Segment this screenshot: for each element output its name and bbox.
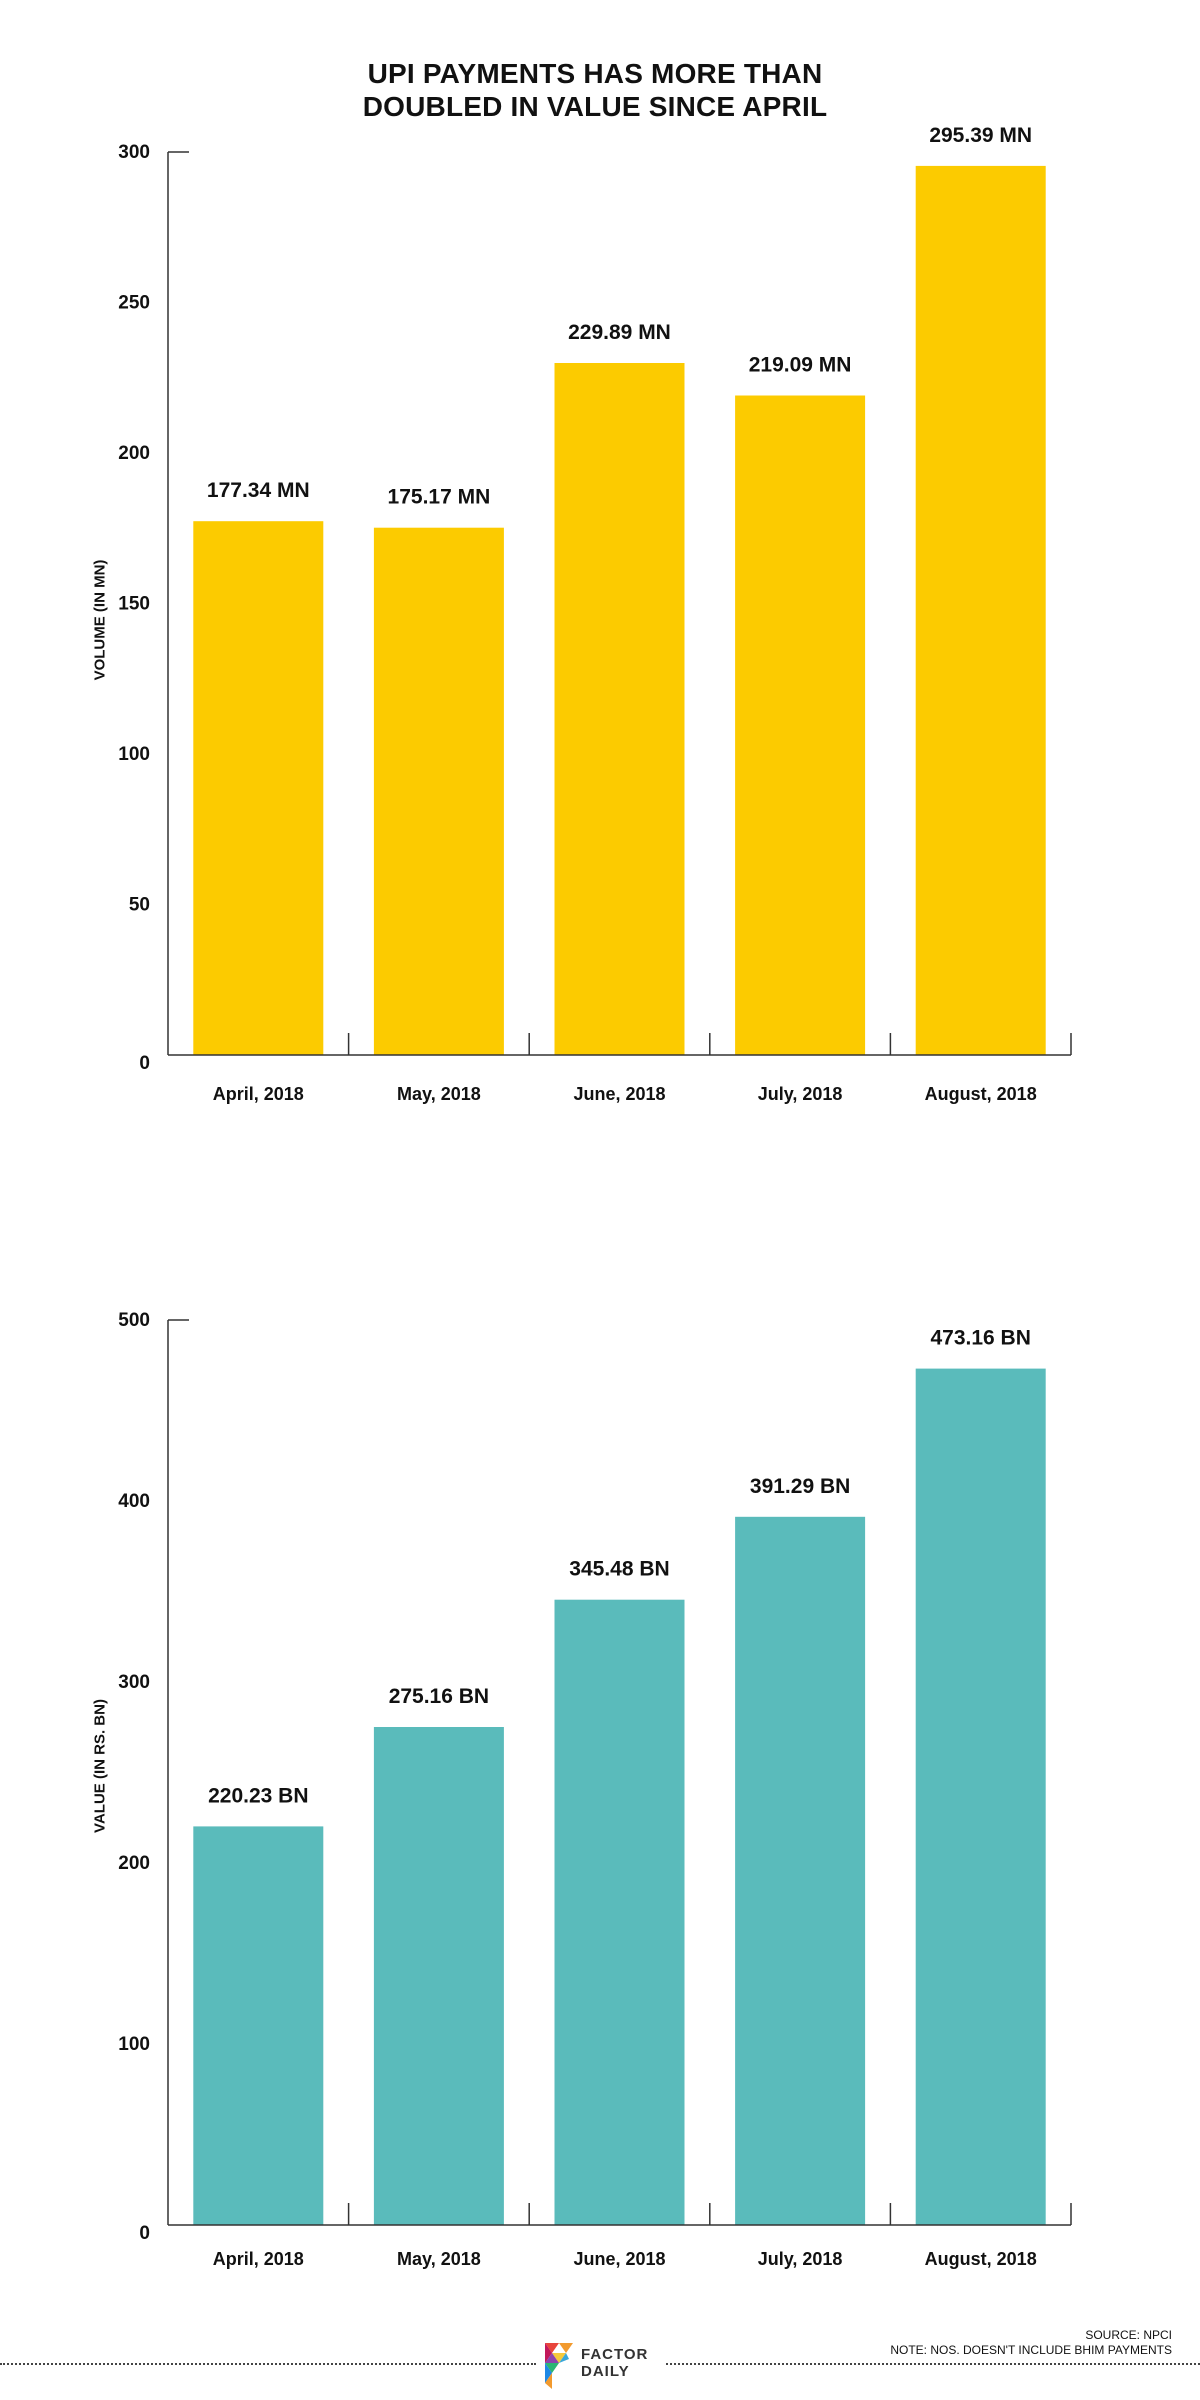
footer: FACTOR DAILY SOURCE: NPCI NOTE: NOS. DOE…	[0, 2320, 1200, 2400]
value-chart-svg: 220.23 BN April, 2018 275.16 BN May, 2018 34…	[118, 1310, 1072, 2269]
x-tick-label: July, 2018	[758, 1084, 843, 1104]
y-tick-label: 50	[129, 895, 150, 916]
y-tick-label: 300	[118, 142, 150, 163]
bar	[193, 521, 324, 1055]
logo-mark-icon	[545, 2343, 573, 2389]
data-label: 295.39 MN	[929, 124, 1032, 147]
footer-divider-left	[0, 2363, 536, 2365]
y-tick-label: 100	[118, 744, 150, 765]
bar	[915, 165, 1046, 1055]
x-tick-label: May, 2018	[397, 2249, 481, 2269]
source-text: SOURCE: NPCI	[1085, 2328, 1172, 2342]
data-label: 229.89 MN	[568, 321, 671, 344]
x-tick-label: August, 2018	[925, 1084, 1037, 1104]
y-tick-label: 250	[118, 293, 150, 314]
x-tick-label: April, 2018	[213, 1084, 304, 1104]
bar	[735, 395, 866, 1055]
y-tick-label: 0	[139, 1053, 150, 1074]
bar	[915, 1368, 1046, 2225]
x-tick-label: May, 2018	[397, 1084, 481, 1104]
y-tick-label: 200	[118, 1853, 150, 1874]
data-label: 473.16 BN	[930, 1327, 1030, 1350]
x-tick-label: August, 2018	[925, 2249, 1037, 2269]
x-tick-label: June, 2018	[573, 1084, 665, 1104]
y-tick-label: 200	[118, 443, 150, 464]
data-label: 345.48 BN	[569, 1558, 669, 1581]
x-tick-label: June, 2018	[573, 2249, 665, 2269]
y-tick-label: 150	[118, 594, 150, 615]
source-note: SOURCE: NPCI NOTE: NOS. DOESN'T INCLUDE …	[890, 2328, 1172, 2358]
x-tick-label: July, 2018	[758, 2249, 843, 2269]
note-text: NOTE: NOS. DOESN'T INCLUDE BHIM PAYMENTS	[890, 2343, 1172, 2357]
data-label: 275.16 BN	[389, 1685, 489, 1708]
page-title: UPI PAYMENTS HAS MORE THAN DOUBLED IN VA…	[0, 57, 1190, 123]
value-chart: VALUE (IN RS. BN) 220.23 BN April, 2018 27…	[0, 1285, 1200, 2269]
data-label: 220.23 BN	[208, 1784, 308, 1807]
bar	[554, 1599, 685, 2225]
title-text: UPI PAYMENTS HAS MORE THAN DOUBLED IN VA…	[362, 58, 828, 122]
bar	[373, 527, 504, 1055]
data-label: 177.34 MN	[207, 479, 310, 502]
x-tick-label: April, 2018	[213, 2249, 304, 2269]
volume-chart: VOLUME (IN MN) 177.34 MN April, 2018 175.1…	[0, 120, 1200, 1160]
logo-text-factor: FACTOR	[581, 2346, 649, 2363]
bar	[193, 1826, 324, 2225]
bar	[373, 1727, 504, 2225]
factor-daily-logo: FACTOR DAILY	[545, 2341, 665, 2391]
y-tick-label: 300	[118, 1672, 150, 1693]
logo-text-daily: DAILY	[581, 2363, 630, 2380]
y-tick-label: 100	[118, 2034, 150, 2055]
y-tick-label: 0	[139, 2223, 150, 2244]
data-label: 219.09 MN	[749, 354, 852, 377]
bar	[735, 1516, 866, 2225]
bar	[554, 363, 685, 1055]
y-tick-label: 500	[118, 1310, 150, 1331]
data-label: 175.17 MN	[388, 486, 491, 509]
data-label: 391.29 BN	[750, 1475, 850, 1498]
footer-divider-right	[666, 2363, 1200, 2365]
volume-chart-svg: 177.34 MN April, 2018 175.17 MN May, 2018 22…	[118, 124, 1072, 1104]
y-tick-label: 400	[118, 1491, 150, 1512]
